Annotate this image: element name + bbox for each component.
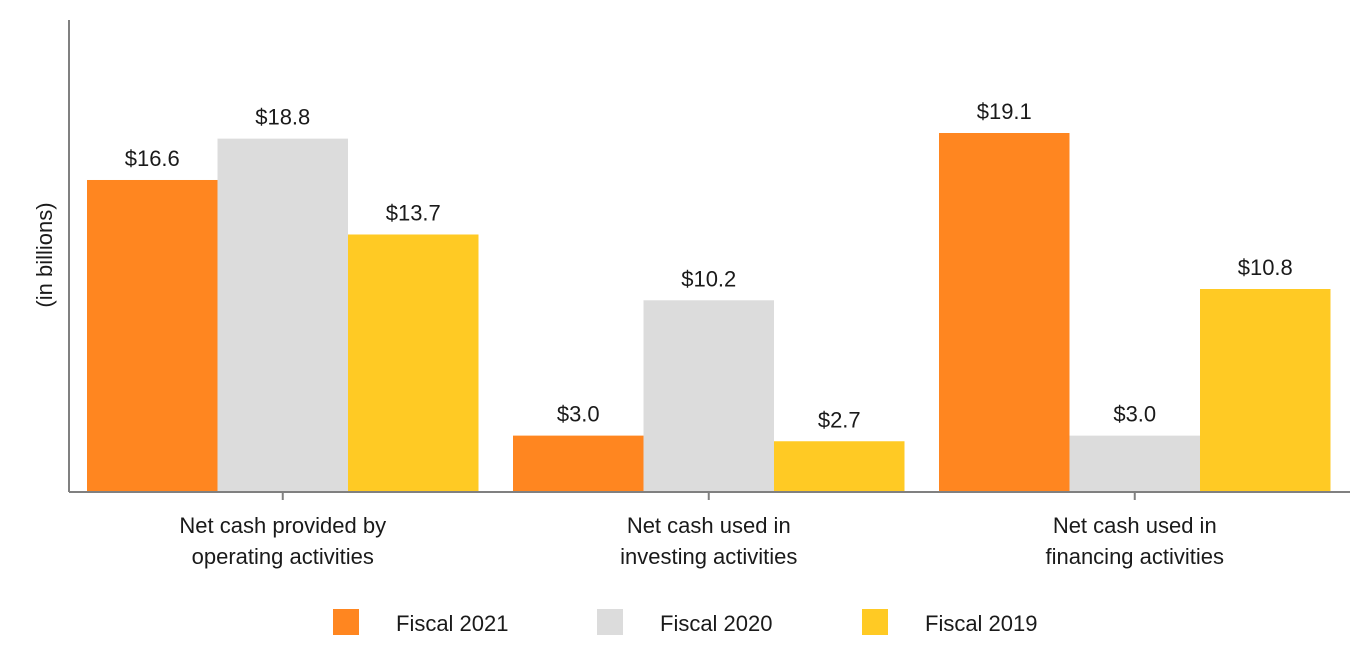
category-label: investing activities xyxy=(620,544,797,569)
legend: Fiscal 2021 Fiscal 2020 Fiscal 2019 xyxy=(333,609,1038,636)
bars-layer xyxy=(87,133,1331,493)
bar-value-labels: $16.6 $3.0 $19.1 $18.8 $10.2 $3.0 $13.7 $2.7 $10… xyxy=(125,99,1293,432)
bar-fiscal-2021-cat-3 xyxy=(939,133,1070,492)
bar-value-label: $10.8 xyxy=(1238,255,1293,280)
bar-fiscal-2021-cat-1 xyxy=(87,179,218,492)
bar-fiscal-2020-cat-3 xyxy=(1069,435,1200,492)
category-label: Net cash used in xyxy=(1053,513,1217,538)
legend-swatch-fiscal-2020 xyxy=(597,609,623,635)
bar-fiscal-2021-cat-2 xyxy=(513,435,644,492)
category-label: operating activities xyxy=(192,544,374,569)
bar-value-label: $3.0 xyxy=(1113,402,1156,427)
bar-value-label: $16.6 xyxy=(125,146,180,171)
legend-swatch-fiscal-2021 xyxy=(333,609,359,635)
axes xyxy=(68,20,1350,500)
category-labels: Net cash provided by operating activities… xyxy=(179,513,1224,569)
bar-fiscal-2019-cat-1 xyxy=(348,234,479,492)
bar-fiscal-2020-cat-2 xyxy=(643,300,774,492)
bar-fiscal-2019-cat-2 xyxy=(774,441,905,492)
category-label: Net cash used in xyxy=(627,513,791,538)
bar-value-label: $3.0 xyxy=(557,402,600,427)
bar-value-label: $13.7 xyxy=(386,200,441,225)
bar-value-label: $19.1 xyxy=(977,99,1032,124)
bar-value-label: $18.8 xyxy=(255,105,310,130)
bar-fiscal-2019-cat-3 xyxy=(1200,289,1331,492)
legend-swatch-fiscal-2019 xyxy=(862,609,888,635)
bar-value-label: $10.2 xyxy=(681,266,736,291)
legend-label-fiscal-2019: Fiscal 2019 xyxy=(925,611,1038,636)
legend-label-fiscal-2021: Fiscal 2021 xyxy=(396,611,509,636)
bar-fiscal-2020-cat-1 xyxy=(217,138,348,493)
legend-label-fiscal-2020: Fiscal 2020 xyxy=(660,611,773,636)
bar-value-label: $2.7 xyxy=(818,407,861,432)
y-axis-title: (in billions) xyxy=(32,202,57,307)
category-label: financing activities xyxy=(1045,544,1224,569)
category-label: Net cash provided by xyxy=(179,513,386,538)
